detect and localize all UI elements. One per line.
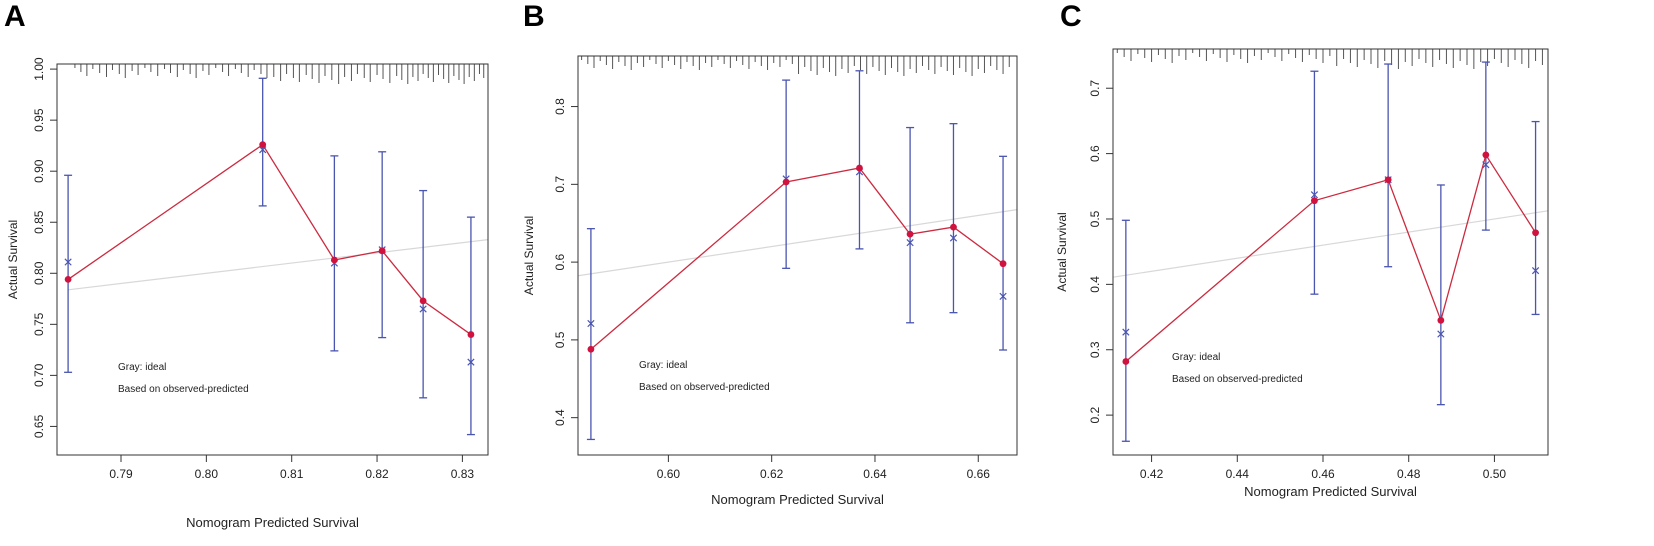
x-axis-label-a: Nomogram Predicted Survival xyxy=(186,515,359,530)
observed-point-c xyxy=(1122,358,1130,365)
x-tick-label-b: 0.64 xyxy=(863,467,887,481)
observed-point-a xyxy=(419,297,427,305)
panel-c: 0.42 0.44 0.46 0.48 0.50 0.2 0.3 0.4 0.5 0.6 0.7 No… xyxy=(1055,48,1549,499)
observed-point-c xyxy=(1311,197,1318,205)
y-tick-label-c: 0.7 xyxy=(1088,80,1102,97)
predicted-x-marker-a xyxy=(64,258,72,266)
observed-point-b xyxy=(999,260,1007,268)
y-tick-label-c: 0.2 xyxy=(1088,406,1102,423)
observed-point-b xyxy=(587,345,595,353)
predicted-x-marker-a xyxy=(419,305,427,313)
x-tick-label-a: 0.82 xyxy=(365,467,389,481)
predicted-x-marker-c xyxy=(1482,161,1490,169)
observed-point-c xyxy=(1482,151,1490,159)
observed-line-c xyxy=(1125,153,1537,363)
y-tick-label-a: 0.65 xyxy=(32,414,46,438)
predicted-x-marker-c xyxy=(1531,267,1540,275)
y-axis-label-a: Actual Survival xyxy=(6,220,20,299)
y-tick-label-c: 0.6 xyxy=(1088,145,1102,162)
ideal-line-a xyxy=(68,238,488,291)
y-tick-label-c: 0.3 xyxy=(1088,341,1102,358)
plot-frame-c xyxy=(1112,48,1549,456)
legend-text-b: Based on observed-predicted xyxy=(639,382,770,393)
panel-label-a: A xyxy=(4,0,26,33)
predicted-x-marker-a xyxy=(259,146,267,154)
x-axis-label-b: Nomogram Predicted Survival xyxy=(711,492,884,507)
observed-point-c xyxy=(1384,176,1392,184)
x-tick-label-c: 0.48 xyxy=(1397,467,1421,481)
predicted-x-marker-b xyxy=(999,292,1007,300)
legend-text-b: Gray: ideal xyxy=(639,360,687,371)
y-axis-label-b: Actual Survival xyxy=(522,216,536,295)
y-tick-label-a: 0.70 xyxy=(32,363,46,387)
panel-label-b: B xyxy=(523,0,545,33)
y-tick-label-b: 0.6 xyxy=(553,253,567,270)
y-tick-label-a: 0.90 xyxy=(32,159,46,183)
observed-point-a xyxy=(467,331,475,338)
x-tick-label-c: 0.42 xyxy=(1140,467,1164,481)
predicted-x-marker-c xyxy=(1122,328,1130,336)
x-tick-label-b: 0.62 xyxy=(760,467,784,481)
panel-a: 0.79 0.80 0.81 0.82 0.83 0.65 0.70 0.75 0.80 0.85… xyxy=(6,57,489,530)
observed-point-b xyxy=(856,164,863,172)
y-tick-label-c: 0.4 xyxy=(1088,276,1102,293)
x-tick-label-a: 0.81 xyxy=(280,467,304,481)
y-tick-label-a: 0.80 xyxy=(32,261,46,285)
predicted-x-marker-b xyxy=(949,234,958,242)
predicted-x-marker-b xyxy=(587,319,595,328)
plot-frame-a xyxy=(56,63,489,456)
x-tick-label-c: 0.44 xyxy=(1226,467,1250,481)
panel-b: 0.60 0.62 0.64 0.66 0.4 0.5 0.6 0.7 0.8 Nomogram … xyxy=(522,55,1018,507)
plot-frame-b xyxy=(577,55,1018,456)
panel-label-c: C xyxy=(1060,0,1082,33)
x-tick-label-c: 0.46 xyxy=(1311,467,1335,481)
observed-point-a xyxy=(330,256,338,264)
legend-text-a: Based on observed-predicted xyxy=(118,384,249,395)
y-tick-label-b: 0.8 xyxy=(553,98,567,115)
legend-text-a: Gray: ideal xyxy=(118,362,166,373)
x-tick-label-c: 0.50 xyxy=(1483,467,1507,481)
y-tick-label-b: 0.5 xyxy=(553,331,567,348)
observed-point-c xyxy=(1437,316,1445,324)
observed-point-b xyxy=(782,178,790,186)
y-tick-label-a: 1.00 xyxy=(32,57,46,81)
x-tick-label-a: 0.79 xyxy=(109,467,133,481)
y-tick-label-b: 0.4 xyxy=(553,409,567,426)
predicted-x-marker-c xyxy=(1437,330,1445,338)
x-tick-label-b: 0.60 xyxy=(657,467,681,481)
observed-point-b xyxy=(950,223,957,231)
predicted-x-marker-c xyxy=(1310,191,1319,199)
observed-point-a xyxy=(378,247,386,255)
observed-point-c xyxy=(1532,229,1539,237)
predicted-x-marker-a xyxy=(467,358,475,366)
observed-point-a xyxy=(64,276,72,283)
legend-text-c: Based on observed-predicted xyxy=(1172,374,1303,385)
y-axis-label-c: Actual Survival xyxy=(1055,212,1069,291)
y-tick-label-a: 0.95 xyxy=(32,108,46,132)
observed-point-b xyxy=(906,230,914,238)
observed-line-b xyxy=(590,167,1004,350)
ideal-line-c xyxy=(1113,210,1548,278)
observed-point-a xyxy=(259,141,267,149)
x-tick-label-a: 0.80 xyxy=(195,467,219,481)
x-axis-label-c: Nomogram Predicted Survival xyxy=(1244,484,1417,499)
y-tick-label-a: 0.75 xyxy=(32,312,46,336)
y-tick-label-b: 0.7 xyxy=(553,176,567,193)
x-tick-label-a: 0.83 xyxy=(451,467,475,481)
legend-text-c: Gray: ideal xyxy=(1172,352,1220,363)
y-tick-label-c: 0.5 xyxy=(1088,210,1102,227)
y-tick-label-a: 0.85 xyxy=(32,210,46,234)
ideal-line-b xyxy=(578,209,1017,277)
predicted-x-marker-b xyxy=(906,239,914,247)
x-tick-label-b: 0.66 xyxy=(967,467,991,481)
observed-line-a xyxy=(67,143,472,336)
